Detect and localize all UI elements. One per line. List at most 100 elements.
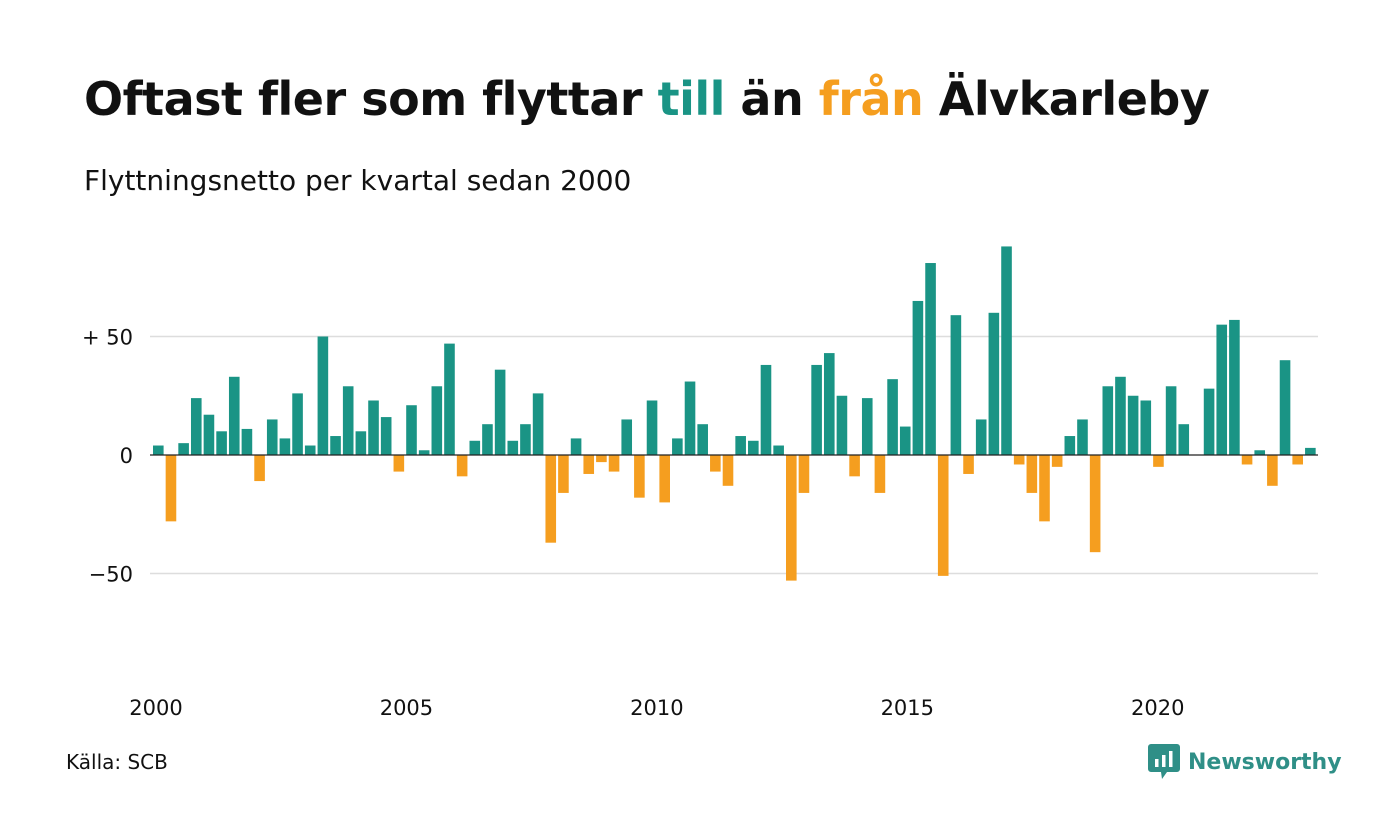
x-tick-label: 2000 xyxy=(129,696,182,720)
x-tick-label: 2020 xyxy=(1131,696,1184,720)
bar xyxy=(710,455,721,472)
bar xyxy=(786,455,797,581)
bar xyxy=(190,398,202,455)
bar xyxy=(178,443,189,455)
newsworthy-logo-icon xyxy=(1148,744,1180,779)
bar xyxy=(697,424,708,455)
logo-text: Newsworthy xyxy=(1188,749,1342,775)
bar xyxy=(532,393,544,455)
bar xyxy=(355,431,367,455)
title-part-till: till xyxy=(657,72,726,126)
bar xyxy=(735,436,746,455)
bar xyxy=(811,364,822,455)
y-tick-label: 0 xyxy=(120,444,133,468)
bar xyxy=(342,386,354,455)
bar xyxy=(849,455,860,477)
bar xyxy=(292,393,303,455)
bar xyxy=(912,300,924,455)
bar xyxy=(1153,455,1164,467)
bar xyxy=(1216,324,1228,455)
bar xyxy=(773,445,784,455)
bar xyxy=(431,386,443,455)
bar xyxy=(520,424,531,455)
bar xyxy=(1026,455,1038,493)
bar xyxy=(216,431,227,455)
bar xyxy=(748,440,759,455)
chart-subtitle: Flyttningsnetto per kvartal sedan 2000 xyxy=(84,164,632,197)
bar xyxy=(254,455,265,482)
bar xyxy=(798,455,810,493)
bar xyxy=(1127,395,1139,455)
x-tick-label: 2005 xyxy=(380,696,433,720)
bar xyxy=(861,398,873,455)
y-tick-label: + 50 xyxy=(82,326,133,350)
bar xyxy=(925,263,936,455)
axis-layer: + 50 0 −50 2000 2005 2010 2015 2020 xyxy=(82,326,1318,720)
bar xyxy=(1203,388,1215,455)
bar xyxy=(317,336,329,455)
bar xyxy=(760,364,772,455)
chart-title: Oftast fler som flyttar till än från Älv… xyxy=(84,72,1210,126)
bar xyxy=(874,455,886,493)
bar xyxy=(1013,455,1025,465)
bar xyxy=(1102,386,1114,455)
bar xyxy=(1064,436,1076,455)
bar xyxy=(1115,376,1126,455)
bar xyxy=(469,440,481,455)
title-part-3: än xyxy=(724,72,819,126)
bar xyxy=(482,424,493,455)
bar xyxy=(1267,455,1278,486)
bar xyxy=(406,405,417,455)
grid-layer xyxy=(150,335,1318,575)
bar xyxy=(1039,455,1050,522)
bar xyxy=(672,438,683,455)
bar xyxy=(330,436,341,455)
bar xyxy=(368,400,379,455)
bar xyxy=(684,381,696,455)
bar xyxy=(545,455,557,543)
bar xyxy=(963,455,974,474)
bar xyxy=(646,400,658,455)
bar xyxy=(836,395,848,455)
bar xyxy=(583,455,595,474)
bar xyxy=(279,438,291,455)
bar xyxy=(393,455,405,472)
bar xyxy=(418,450,430,455)
bar xyxy=(153,445,164,455)
bar xyxy=(165,455,177,522)
bar xyxy=(228,376,240,455)
bar xyxy=(659,455,670,503)
x-tick-label: 2015 xyxy=(881,696,934,720)
bar xyxy=(899,426,911,455)
bar xyxy=(887,379,898,455)
y-tick-label: −50 xyxy=(89,563,133,587)
bar-layer xyxy=(153,246,1316,581)
bar xyxy=(1165,386,1177,455)
bar xyxy=(304,445,316,455)
bar xyxy=(1279,360,1291,455)
bar xyxy=(1178,424,1190,455)
bar xyxy=(494,369,506,455)
bar xyxy=(1305,447,1316,455)
title-part-fran: från xyxy=(818,72,924,126)
bar xyxy=(570,438,582,455)
title-part-1: Oftast fler som flyttar xyxy=(84,72,658,126)
bar xyxy=(380,417,392,455)
bar xyxy=(1140,400,1152,455)
bar xyxy=(444,343,455,455)
bar xyxy=(1229,319,1240,455)
bar xyxy=(1254,450,1266,455)
bar xyxy=(1089,455,1101,553)
bar xyxy=(621,419,633,455)
bar xyxy=(266,419,278,455)
bar xyxy=(950,315,962,455)
bar xyxy=(937,455,949,576)
newsworthy-logo[interactable]: Newsworthy xyxy=(1148,744,1342,780)
title-part-5: Älvkarleby xyxy=(923,72,1210,126)
bar xyxy=(823,353,835,455)
bar xyxy=(558,455,569,493)
bar xyxy=(596,455,607,463)
bar xyxy=(1292,455,1303,465)
bar xyxy=(608,455,620,472)
bar xyxy=(1051,455,1063,467)
